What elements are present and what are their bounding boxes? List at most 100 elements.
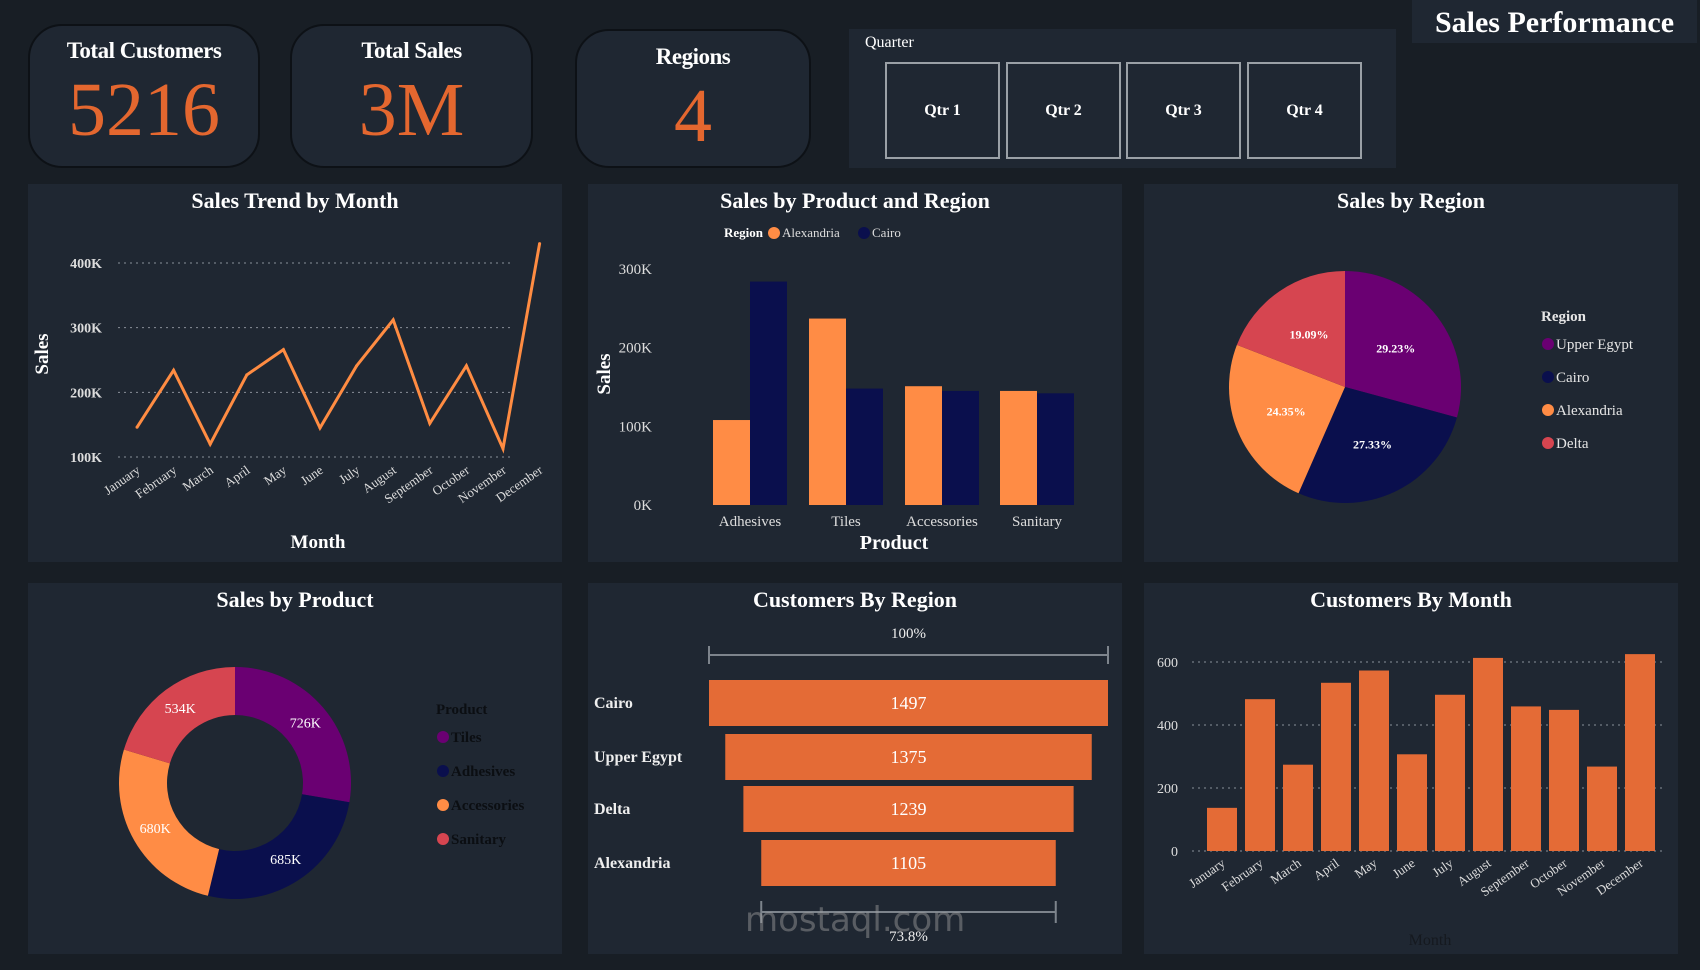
legend-item: Alexandria [782, 225, 840, 240]
y-tick-label: 0K [634, 498, 653, 514]
kpi-label: Total Sales [361, 38, 462, 63]
slice-alexandria [1229, 344, 1345, 494]
column-bar [1283, 764, 1313, 851]
x-tick-label: Adhesives [719, 514, 782, 530]
y-tick-label: 0 [1171, 845, 1178, 860]
funnel-bar [725, 734, 1092, 780]
bar-alexandria [809, 318, 846, 505]
column-bar [1359, 670, 1389, 851]
customers-month-chart: Customers By Month0200400600JanuaryFebru… [1157, 587, 1666, 949]
bar-cairo [846, 388, 883, 505]
funnel-bar [743, 786, 1074, 832]
legend-item: Adhesives [451, 764, 515, 780]
funnel-bar-value: 1239 [891, 799, 927, 819]
column-bar [1625, 654, 1655, 851]
column-bar [1587, 766, 1617, 851]
column-bar [1473, 657, 1503, 851]
quarter-button-q1[interactable]: Qtr 1 [885, 62, 1000, 159]
sales-product-panel: Sales by Product 726K 685K 680K 534K Product T… [28, 583, 562, 954]
slice-label: 27.33% [1353, 438, 1392, 452]
column-bar [1435, 694, 1465, 851]
legend-marker [437, 765, 449, 777]
x-axis-label: Product [860, 532, 929, 554]
kpi-label: Regions [655, 44, 731, 69]
legend-marker [437, 731, 449, 743]
y-axis-label: Sales [594, 353, 615, 394]
funnel-top-bracket [708, 646, 1109, 664]
bar-cairo [942, 390, 979, 505]
x-tick-label: April [221, 462, 252, 490]
column-bar [1207, 807, 1237, 851]
chart-title: Sales by Product [216, 587, 374, 612]
kpi-value: 3M [358, 68, 465, 152]
slice-label: 24.35% [1267, 404, 1306, 418]
kpi-value: 5216 [68, 68, 220, 152]
kpi-regions: Regions 4 [575, 29, 811, 168]
legend-marker [1542, 371, 1554, 383]
slice-label: 680K [140, 822, 171, 837]
legend-item: Delta [1556, 436, 1589, 452]
quarter-slicer: Quarter Qtr 1 Qtr 2 Qtr 3 Qtr 4 [849, 29, 1396, 168]
x-tick-label: June [1390, 855, 1418, 881]
quarter-button-q2[interactable]: Qtr 2 [1006, 62, 1121, 159]
legend-item: Upper Egypt [1556, 337, 1634, 353]
customers-region-chart: Customers By Region 100% 1497 Cairo 1375 Uppe… [594, 587, 1109, 945]
x-tick-label: February [132, 462, 179, 501]
legend-item: Alexandria [1556, 403, 1623, 419]
y-axis-label: Sales [32, 333, 53, 374]
sales-product-chart: Sales by Product 726K 685K 680K 534K Product T… [119, 587, 524, 899]
legend-marker [437, 833, 449, 845]
column-bar [1511, 706, 1541, 851]
column-bar [1321, 682, 1351, 851]
chart-title: Sales by Product and Region [720, 188, 990, 213]
slice-accessories [119, 749, 220, 896]
slice-label: 19.09% [1289, 327, 1328, 341]
legend-title: Region [724, 225, 764, 240]
data-point [208, 442, 212, 446]
legend-marker [1542, 338, 1554, 350]
kpi-total-customers: Total Customers 5216 [28, 24, 260, 168]
y-tick-label: 200K [70, 386, 102, 401]
chart-title: Customers By Region [753, 587, 957, 612]
sales-region-panel: Sales by Region 29.23% 27.33% 24.35% 19.09% R… [1144, 184, 1678, 562]
legend-marker [768, 227, 780, 239]
x-tick-label: April [1311, 855, 1342, 883]
y-tick-label: 100K [70, 451, 102, 466]
bar-cairo [1037, 393, 1074, 505]
data-point [538, 242, 542, 246]
sales-product-region-panel: Sales by Product and Region Region Alexand… [588, 184, 1122, 562]
kpi-total-sales: Total Sales 3M [290, 24, 533, 168]
x-tick-label: July [1429, 855, 1456, 880]
x-axis-label: Month [1409, 932, 1452, 949]
kpi-label: Total Customers [66, 38, 222, 63]
kpi-value: 4 [674, 74, 712, 158]
quarter-button-q4[interactable]: Qtr 4 [1247, 62, 1362, 159]
funnel-bar-value: 1497 [891, 693, 927, 713]
quarter-button-q3[interactable]: Qtr 3 [1126, 62, 1241, 159]
customers-month-panel: Customers By Month 0 200 400 600 January Febru… [1144, 583, 1678, 954]
bar-cairo [750, 281, 787, 505]
legend-marker [858, 227, 870, 239]
data-point [355, 364, 359, 368]
y-tick-label: 400 [1157, 719, 1178, 734]
slice-label: 534K [165, 702, 196, 717]
data-point [172, 368, 176, 372]
x-tick-label: May [261, 462, 290, 488]
funnel-category-label: Delta [594, 801, 630, 818]
page-title: Sales Performance [1412, 0, 1697, 43]
sales-region-chart: Sales by Region 29.23% 27.33% 24.35% 19.09% R… [1229, 188, 1634, 503]
y-tick-label: 600 [1157, 656, 1178, 671]
x-tick-label: March [1267, 855, 1304, 887]
y-tick-label: 200K [619, 341, 653, 357]
legend-item: Cairo [1556, 370, 1589, 386]
x-tick-label: June [298, 462, 326, 488]
y-tick-label: 300K [70, 322, 102, 337]
slice-tiles [235, 667, 351, 803]
legend-item: Cairo [872, 225, 901, 240]
funnel-category-label: Alexandria [594, 855, 670, 872]
legend-item: Accessories [451, 798, 524, 814]
data-point [135, 425, 139, 429]
x-tick-label: February [1219, 855, 1266, 894]
data-point [501, 447, 505, 451]
legend-item: Tiles [451, 730, 482, 746]
